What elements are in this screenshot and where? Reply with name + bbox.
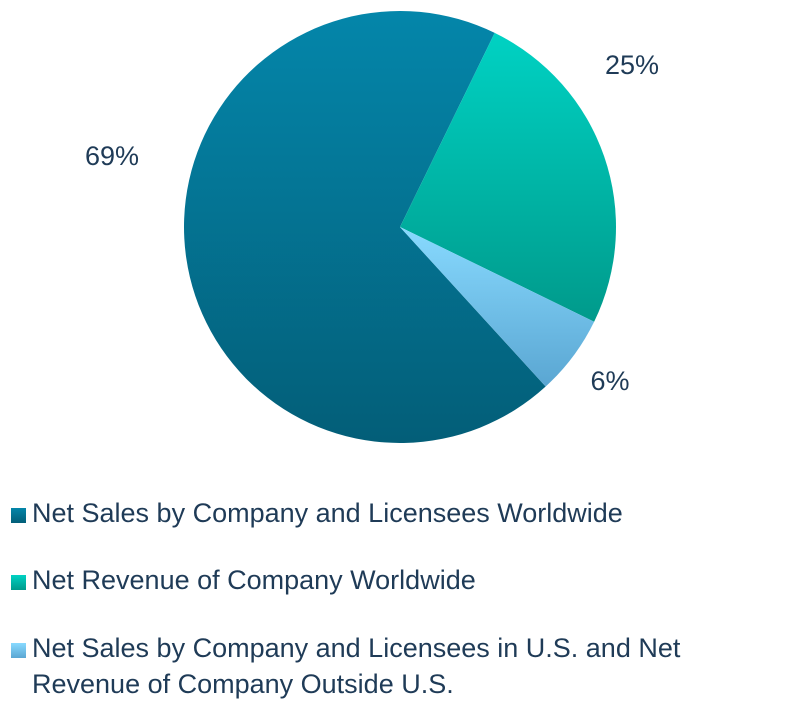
legend-swatch (11, 643, 26, 658)
pie: 69% 25% 6% (85, 10, 659, 443)
legend: Net Sales by Company and Licensees World… (11, 498, 681, 699)
legend-label: Net Sales by Company and Licensees in U.… (32, 633, 681, 699)
data-label: 69% (85, 141, 139, 171)
legend-swatch (11, 508, 26, 523)
legend-label: Net Sales by Company and Licensees World… (32, 498, 623, 528)
legend-label: Net Revenue of Company Worldwide (32, 565, 476, 595)
legend-line: Net Sales by Company and Licensees in U.… (32, 633, 681, 663)
pie-slice (183, 10, 546, 443)
pie-slice (400, 227, 595, 387)
data-label: 25% (605, 50, 659, 80)
legend-swatch (11, 575, 26, 590)
legend-line: Revenue of Company Outside U.S. (32, 669, 454, 699)
pie-slice (400, 32, 616, 322)
data-label: 6% (590, 366, 629, 396)
